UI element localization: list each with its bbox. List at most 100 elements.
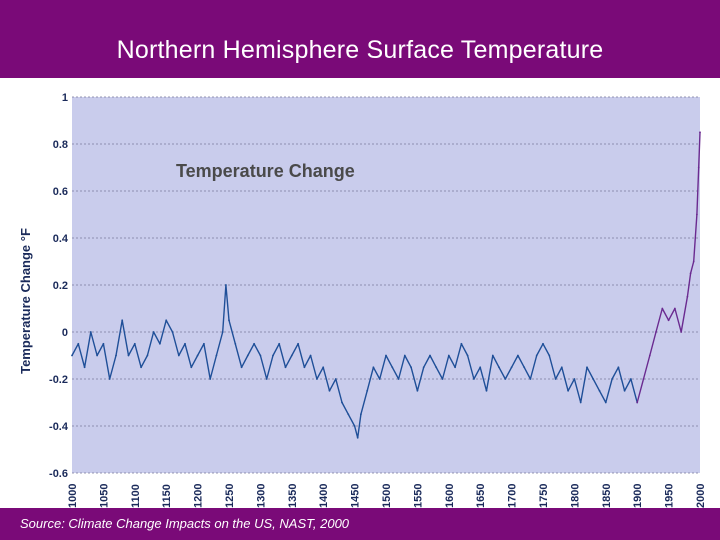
data-point	[517, 354, 519, 357]
data-point	[611, 378, 613, 380]
data-point	[203, 342, 205, 345]
x-tick-label: 1650	[475, 484, 487, 508]
y-tick-label: 0.2	[53, 280, 68, 292]
data-point	[177, 354, 180, 357]
data-point	[341, 401, 343, 404]
chart: 10.80.60.40.20-0.2-0.4-0.6 1000 1050 1100 1…	[0, 78, 720, 508]
data-point	[454, 366, 456, 369]
data-point	[159, 342, 161, 345]
y-tick-label: 0.4	[53, 233, 69, 245]
x-tick-label: 1950	[664, 484, 676, 508]
data-point	[460, 342, 463, 345]
data-point	[360, 413, 362, 416]
data-point	[71, 354, 73, 357]
series-layer	[71, 131, 701, 439]
x-tick-label: 1850	[601, 484, 613, 508]
data-point	[548, 354, 551, 357]
data-point	[697, 166, 700, 169]
data-point	[429, 354, 431, 357]
data-point	[447, 354, 450, 357]
data-point	[686, 295, 689, 298]
data-point	[246, 354, 249, 357]
data-point	[403, 354, 406, 357]
y-ticks: 1 0.8 0.6 0.4 0.2 0 -0.2 -0.4 -0.6	[49, 92, 69, 480]
data-point	[372, 366, 375, 369]
data-point	[171, 331, 174, 333]
slide-header: Northern Hemisphere Surface Temperature	[0, 0, 720, 78]
data-point	[573, 378, 576, 380]
data-point	[284, 366, 287, 369]
data-point	[523, 366, 526, 369]
y-tick-label: 0.6	[53, 186, 68, 198]
x-tick-label: 1000	[67, 484, 79, 508]
data-point	[133, 342, 136, 345]
data-point	[215, 354, 218, 357]
data-point	[209, 378, 212, 380]
data-point	[674, 307, 676, 310]
x-tick-label: 1900	[632, 484, 644, 508]
data-point	[356, 436, 359, 439]
x-tick-label: 1700	[507, 484, 519, 508]
data-point	[303, 366, 306, 369]
x-tick-label: 1150	[161, 484, 173, 508]
data-point	[661, 307, 664, 310]
data-point	[234, 342, 237, 345]
data-point	[83, 366, 86, 369]
data-point	[485, 389, 488, 392]
data-point	[322, 366, 325, 369]
data-point	[560, 366, 563, 369]
x-tick-label: 1250	[224, 484, 236, 508]
data-point	[265, 378, 268, 380]
x-tick-label: 1500	[381, 484, 393, 508]
y-tick-label: -0.6	[49, 468, 68, 480]
data-point	[692, 260, 695, 263]
x-tick-label: 1200	[193, 484, 205, 508]
data-point	[152, 331, 155, 333]
data-point	[96, 354, 98, 357]
data-point	[623, 389, 626, 392]
data-point	[636, 401, 639, 404]
data-point	[272, 354, 274, 357]
x-tick-label: 1450	[350, 484, 362, 508]
data-point	[108, 378, 111, 380]
data-point	[504, 378, 507, 380]
data-point	[542, 342, 544, 345]
x-tick-label: 1550	[412, 484, 424, 508]
slide-title: Northern Hemisphere Surface Temperature	[116, 36, 604, 64]
data-point	[165, 319, 168, 322]
data-point	[127, 354, 130, 357]
data-point	[630, 378, 632, 380]
data-point	[115, 354, 117, 357]
y-tick-label: -0.4	[49, 421, 69, 433]
data-point	[667, 319, 670, 322]
data-point	[297, 342, 299, 345]
data-point	[221, 331, 224, 333]
data-point	[140, 366, 143, 369]
data-point	[253, 342, 256, 345]
x-tick-label: 1050	[98, 484, 110, 508]
data-point	[353, 425, 356, 427]
data-point	[642, 378, 645, 380]
x-tick-label: 1600	[444, 484, 456, 508]
data-point	[648, 354, 651, 357]
x-tick-label: 1350	[287, 484, 299, 508]
data-point	[259, 354, 262, 357]
data-point	[689, 272, 692, 275]
y-tick-label: 1	[62, 92, 68, 104]
y-tick-label: -0.2	[49, 374, 68, 386]
data-point	[592, 378, 595, 380]
data-point	[441, 378, 444, 380]
data-point	[196, 354, 199, 357]
data-point	[190, 366, 193, 369]
data-point	[385, 354, 387, 357]
data-point	[378, 378, 381, 380]
data-point	[617, 366, 620, 369]
y-axis-label: Temperature Change °F	[18, 228, 33, 374]
data-point	[309, 354, 312, 357]
data-point	[479, 366, 482, 369]
data-point	[554, 378, 557, 380]
data-point	[391, 366, 394, 369]
slide-footer: Source: Climate Change Impacts on the US…	[0, 508, 720, 540]
x-tick-label: 1400	[318, 484, 330, 508]
data-point	[184, 342, 186, 345]
